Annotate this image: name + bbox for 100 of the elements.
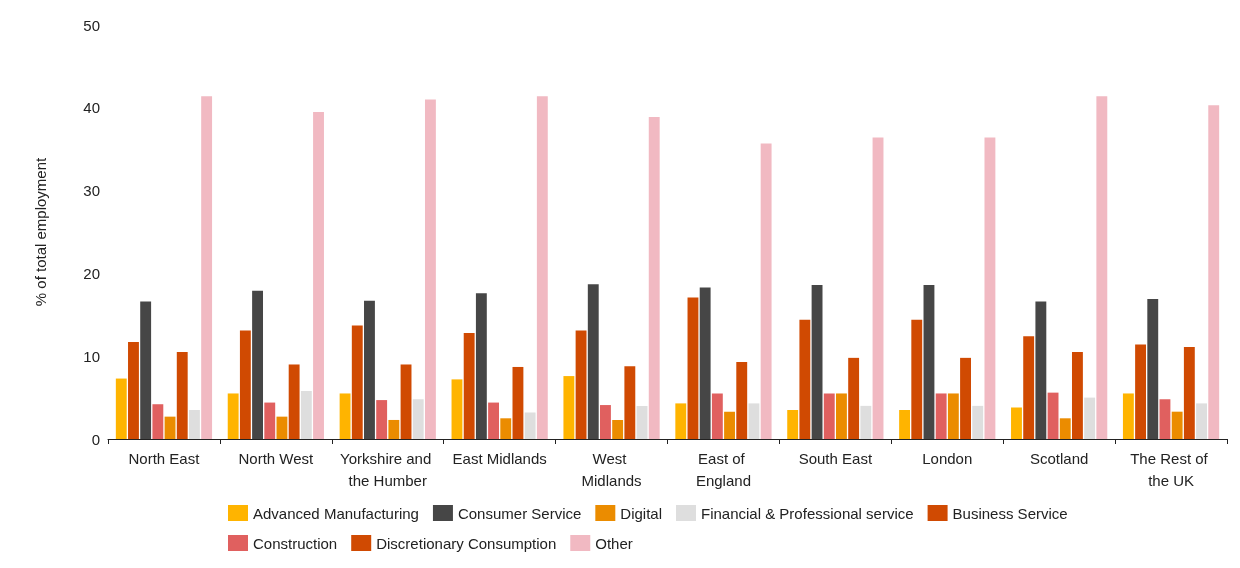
x-tick-label: South East [798,449,873,467]
bar [1096,96,1108,439]
bar [960,357,971,439]
bar [536,96,548,439]
x-tick-label: The Rest of the UK [1130,449,1212,489]
bar [984,137,996,439]
bar [500,418,512,439]
bar [512,366,524,439]
bar [648,116,660,439]
legend-label: Construction [253,534,338,552]
bar [748,403,760,439]
bar [313,111,324,439]
bar [1072,352,1083,439]
bar [475,293,487,439]
y-tick-label: 50 [83,16,100,34]
bar [388,419,400,439]
bar [115,378,127,439]
bar [351,325,363,439]
bar [239,330,251,439]
legend-label: Digital [620,504,662,522]
bar [339,393,351,439]
bar [424,99,436,439]
bar [736,362,748,439]
bar [711,393,723,439]
y-tick-label: 30 [83,182,100,200]
bar [787,410,799,439]
bar [1023,336,1035,439]
bar [587,284,599,439]
bar [188,410,200,439]
x-tick-label: West Midlands [581,449,642,489]
legend-label: Other [595,534,633,552]
bar [152,404,164,439]
bar [923,284,935,439]
bar [612,419,624,439]
bar [799,319,811,439]
bar [624,366,636,439]
bar [675,403,687,439]
bar [176,352,188,439]
x-tick-label: Scotland [1029,449,1089,467]
bar [1084,397,1096,439]
bar [1183,347,1195,439]
bar [935,393,947,439]
x-tick-label: East of England [695,449,751,489]
bar [563,376,575,439]
bar [1171,411,1183,439]
bar [636,405,648,439]
bar [524,412,536,439]
bar [575,330,587,439]
y-tick-label: 40 [83,99,100,117]
bar [699,287,711,439]
bar [364,300,375,439]
legend-label: Advanced Manufacturing [253,504,419,522]
bar [276,416,288,439]
y-tick-label: 10 [83,347,100,365]
bar [1196,403,1207,439]
bar [1035,301,1047,439]
bar [972,405,984,439]
bar [823,393,835,439]
bar [687,297,699,439]
bar [264,402,276,439]
bar [760,143,772,439]
bar [836,393,847,439]
bar [1047,392,1059,439]
bar [1011,407,1022,439]
bar [1122,393,1134,439]
bar [140,301,152,439]
bar [400,364,412,439]
bar [872,137,884,439]
bar [300,390,312,439]
bar [911,319,923,439]
legend-label: Discretionary Consumption [376,534,557,552]
bar [1159,399,1171,439]
bar [1208,105,1220,439]
x-tick-label: East Midlands [452,449,547,467]
bar [724,411,735,439]
y-tick-label: 0 [91,430,100,448]
bar [376,400,388,439]
legend-label: Consumer Service [457,504,582,522]
bar [288,364,300,439]
bar [412,399,424,439]
bar [227,393,239,439]
bar [1147,299,1159,439]
x-tick-label: Yorkshire and the Humber [340,449,436,489]
legend-label: Financial & Professional service [701,504,914,522]
bar [848,357,860,439]
bar [1135,344,1147,439]
bar [600,405,611,439]
bar [811,284,823,439]
bar [128,342,139,439]
bar [860,405,872,439]
bar [463,333,475,439]
y-axis-title: % of total employment [32,156,49,307]
y-tick-label: 20 [83,264,100,282]
bar [899,410,911,439]
bar [947,393,959,439]
bar [252,290,263,439]
bar [201,96,213,439]
bar [488,402,499,439]
x-tick-label: North West [238,449,315,467]
legend-label: Business Service [952,504,1068,522]
